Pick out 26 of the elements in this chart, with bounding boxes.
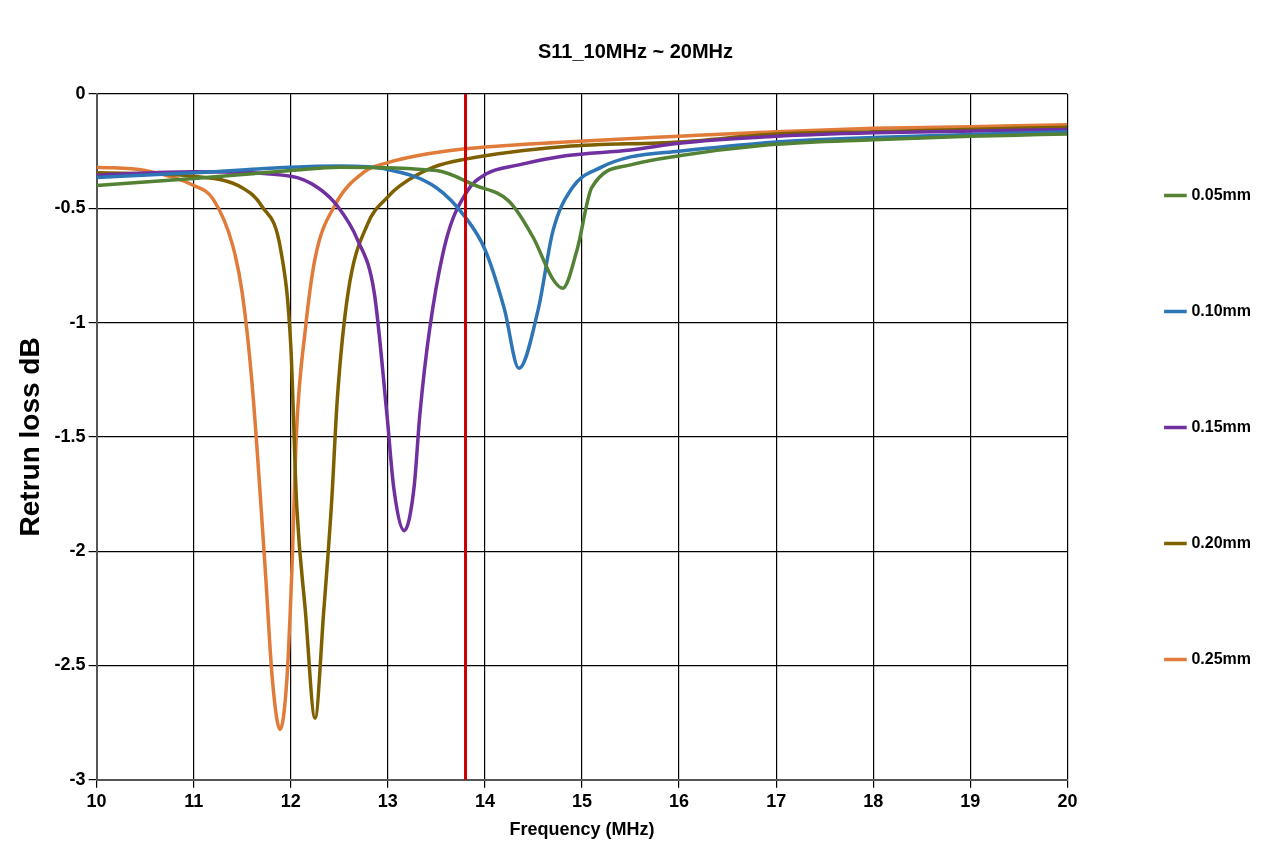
x-tick-label: 19 <box>960 790 981 811</box>
x-tick-label: 11 <box>184 790 204 811</box>
y-tick-label: 0 <box>75 82 86 103</box>
x-tick-label: 13 <box>377 790 398 811</box>
y-tick-label: -3 <box>69 768 86 789</box>
legend-label: 0.15mm <box>1191 417 1251 435</box>
y-axis-title: Retrun loss dB <box>13 337 45 537</box>
y-tick-label: -1.5 <box>54 425 86 446</box>
x-tick-label: 20 <box>1057 790 1078 811</box>
x-axis-title: Frequency (MHz) <box>509 819 655 840</box>
legend-label: 0.20mm <box>1191 533 1251 551</box>
x-tick-label: 17 <box>766 790 787 811</box>
x-tick-label: 18 <box>863 790 884 811</box>
y-tick-label: -0.5 <box>54 197 86 218</box>
x-tick-label: 14 <box>474 790 495 811</box>
x-tick-label: 15 <box>572 790 593 811</box>
y-tick-label: -2.5 <box>54 654 86 675</box>
x-tick-label: 10 <box>86 790 107 811</box>
x-tick-label: 12 <box>280 790 301 811</box>
legend-label: 0.25mm <box>1191 649 1251 667</box>
x-tick-label: 16 <box>669 790 690 811</box>
legend-label: 0.10mm <box>1191 301 1251 319</box>
legend-label: 0.05mm <box>1191 185 1251 203</box>
y-tick-label: -2 <box>69 540 86 561</box>
chart-title: S11_10MHz ~ 20MHz <box>537 39 734 62</box>
y-tick-label: -1 <box>69 311 86 332</box>
